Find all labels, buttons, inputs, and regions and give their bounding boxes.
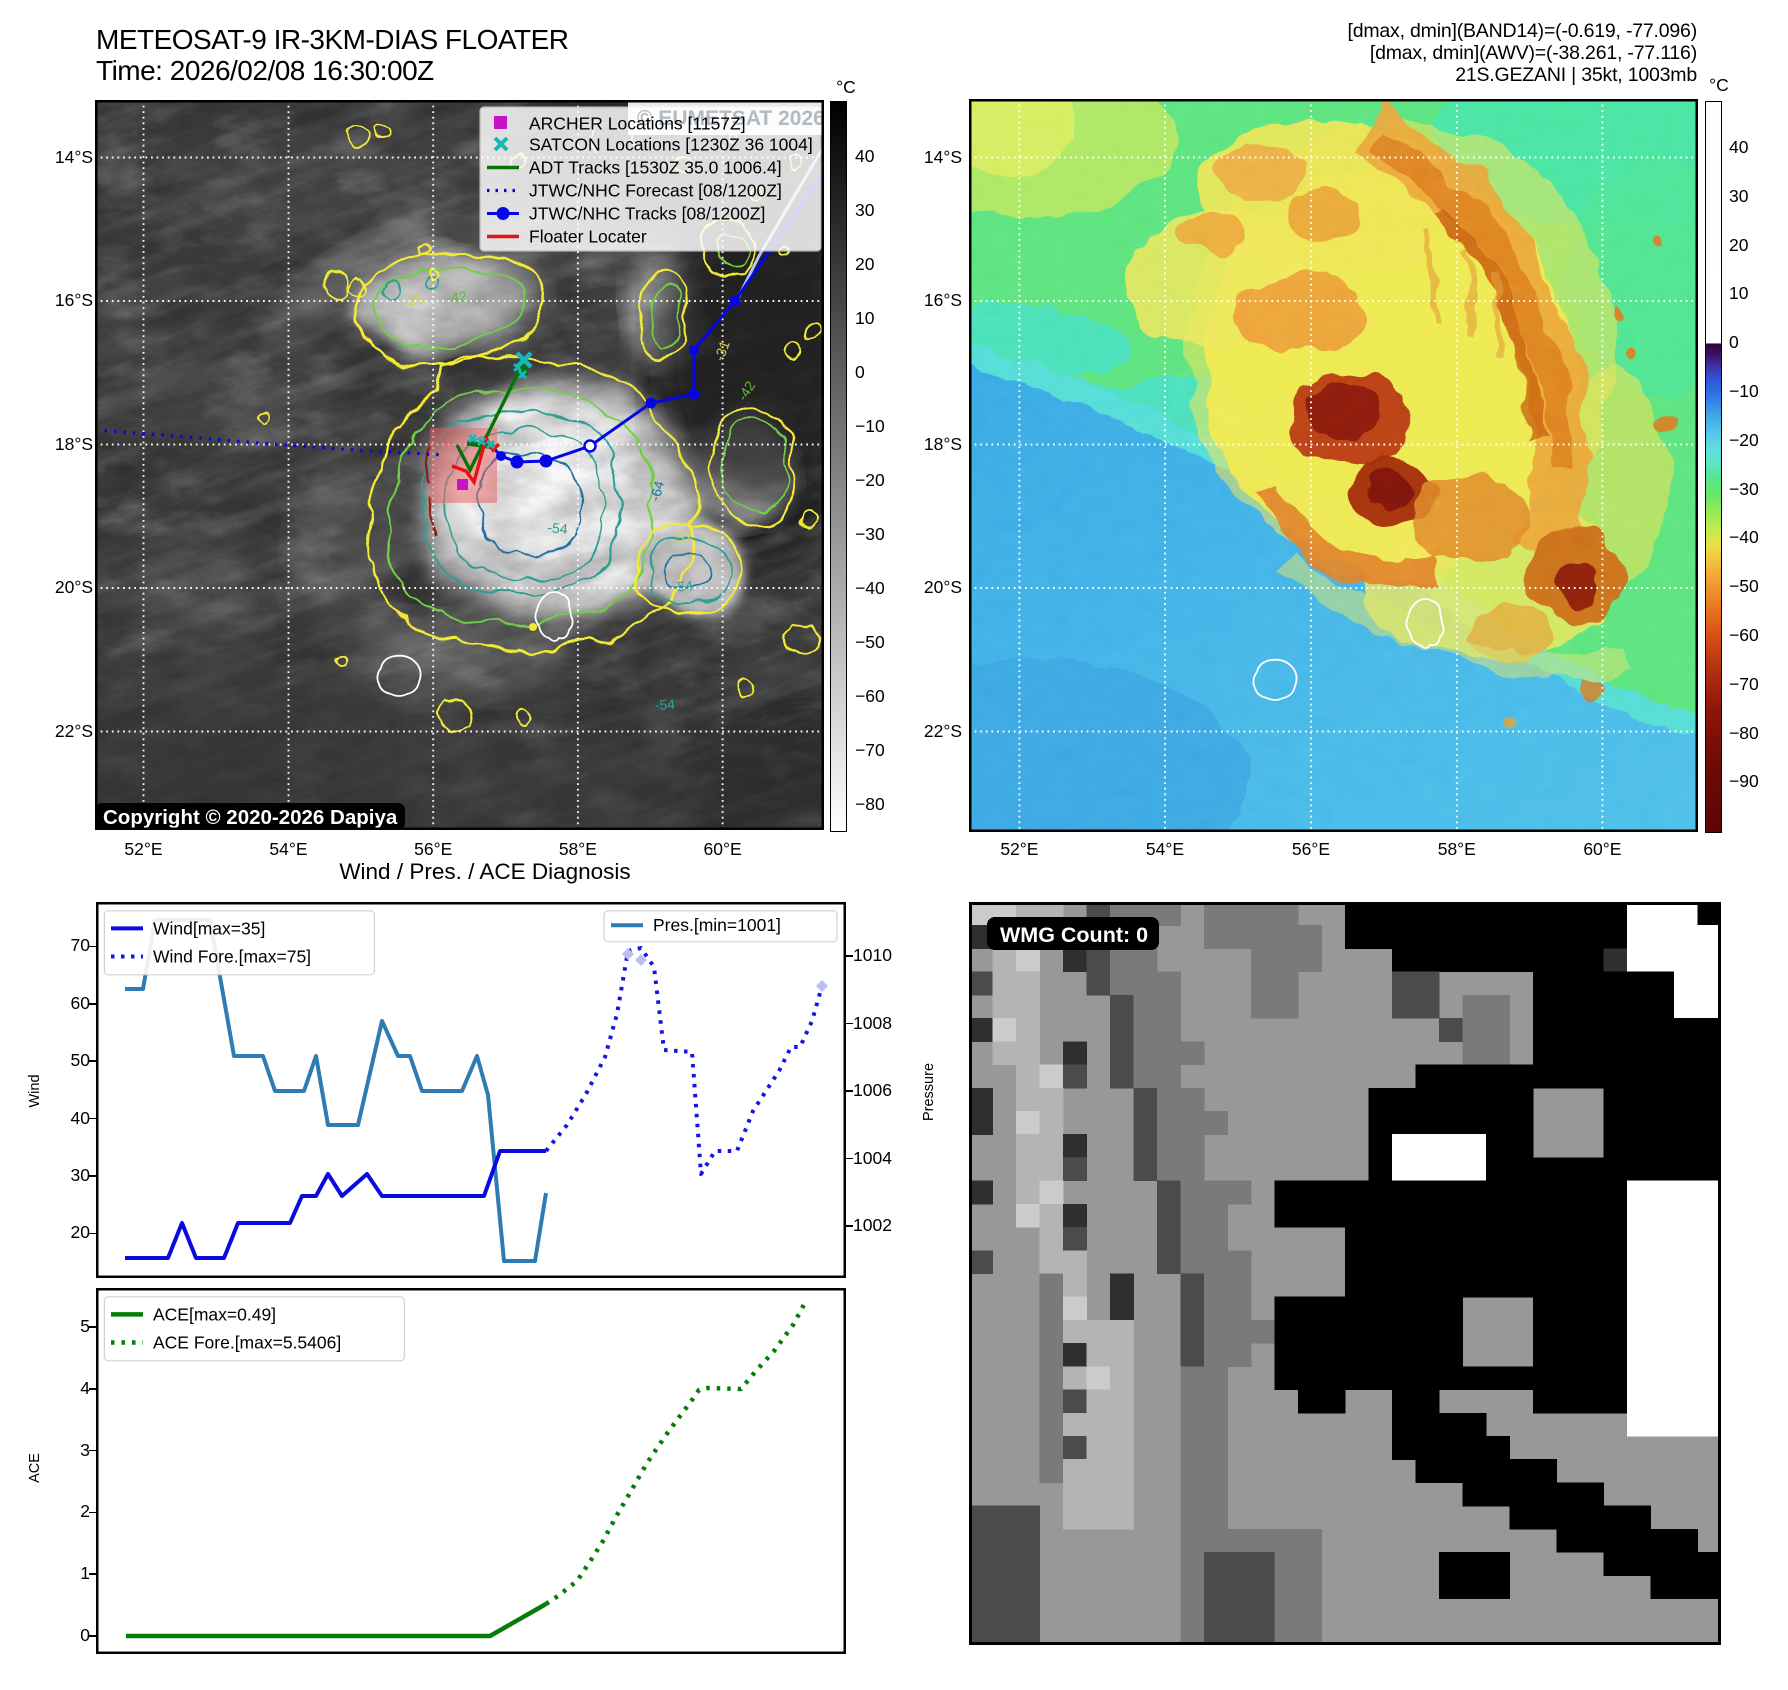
- svg-text:-42: -42: [446, 288, 468, 306]
- svg-text:-54: -54: [672, 578, 694, 595]
- svg-text:ADT Tracks [1530Z 35.0 1006.4]: ADT Tracks [1530Z 35.0 1006.4]: [529, 158, 782, 178]
- svg-text:WMG Count: 0: WMG Count: 0: [1000, 923, 1148, 947]
- svg-text:SATCON Locations [1230Z 36 100: SATCON Locations [1230Z 36 1004]: [529, 135, 813, 155]
- svg-text:-31: -31: [670, 526, 694, 546]
- svg-text:ARCHER Locations [1157Z]: ARCHER Locations [1157Z]: [529, 114, 746, 134]
- svg-text:JTWC/NHC Forecast [08/1200Z]: JTWC/NHC Forecast [08/1200Z]: [529, 181, 782, 201]
- svg-text:-64: -64: [646, 479, 667, 503]
- svg-text:ACE Fore.[max=5.5406]: ACE Fore.[max=5.5406]: [153, 1333, 341, 1353]
- svg-text:Pres.[min=1001]: Pres.[min=1001]: [653, 915, 781, 935]
- svg-text:-31: -31: [711, 338, 733, 363]
- svg-text:© EUMETSAT 2026: © EUMETSAT 2026: [637, 107, 824, 130]
- svg-text:-54: -54: [547, 519, 569, 537]
- svg-text:Wind[max=35]: Wind[max=35]: [153, 918, 265, 938]
- svg-text:Copyright © 2020-2026 Dapiya: Copyright © 2020-2026 Dapiya: [103, 806, 398, 829]
- svg-text:Floater Locater: Floater Locater: [529, 227, 647, 247]
- svg-text:-54: -54: [654, 696, 675, 713]
- svg-text:JTWC/NHC Tracks [08/1200Z]: JTWC/NHC Tracks [08/1200Z]: [529, 204, 765, 224]
- svg-text:Wind Fore.[max=75]: Wind Fore.[max=75]: [153, 947, 311, 967]
- svg-text:ACE[max=0.49]: ACE[max=0.49]: [153, 1304, 276, 1324]
- svg-text:-31: -31: [401, 290, 425, 311]
